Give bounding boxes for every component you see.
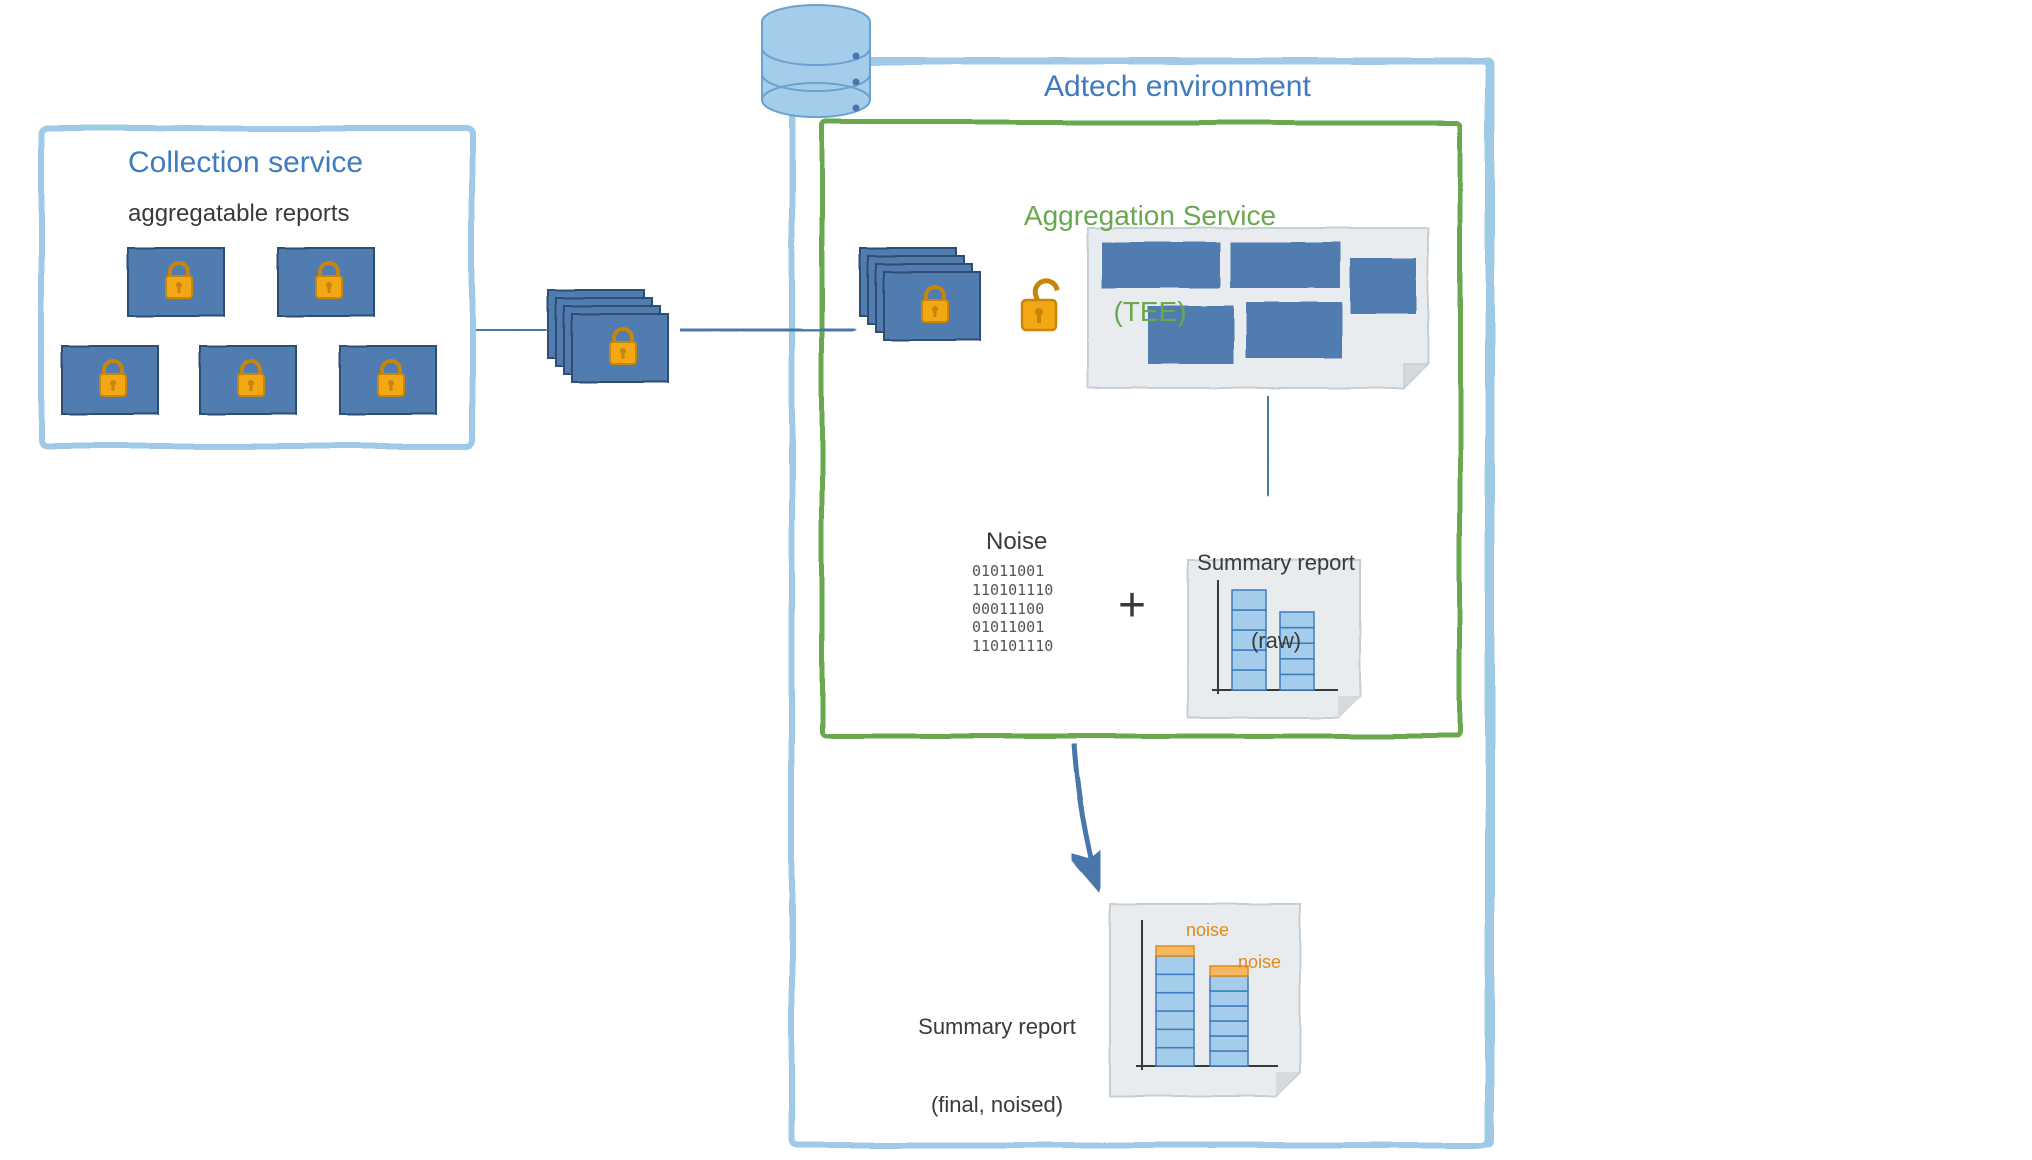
arrow-collection-to-batch: [476, 329, 544, 330]
summary-raw-label: Summary report (raw): [1186, 498, 1366, 680]
noise-tag-1: noise: [1186, 920, 1229, 941]
arrow-to-raw-report: [1267, 396, 1268, 492]
collection-service-title: Collection service: [128, 146, 363, 180]
aggregatable-reports-label: aggregatable reports: [128, 200, 349, 228]
database-icon: [762, 5, 870, 117]
arrow-batch-to-tee: [680, 329, 852, 331]
summary-final-label: Summary report (final, noised): [902, 962, 1092, 1144]
collection-docs: [62, 248, 436, 414]
tee-encrypted-reports-icon: [860, 248, 980, 340]
plus-symbol: +: [1118, 578, 1146, 633]
arrow-to-final-report: [1074, 744, 1098, 888]
noise-tag-2: noise: [1238, 952, 1281, 973]
batched-reports-icon: [548, 290, 668, 382]
adtech-environment-title: Adtech environment: [1044, 70, 1311, 104]
noise-label: Noise: [986, 528, 1047, 556]
aggregation-service-title: Aggregation Service (TEE): [1000, 136, 1300, 360]
noise-binary-block: 0101100111010111000011100010110011101011…: [972, 562, 1053, 656]
